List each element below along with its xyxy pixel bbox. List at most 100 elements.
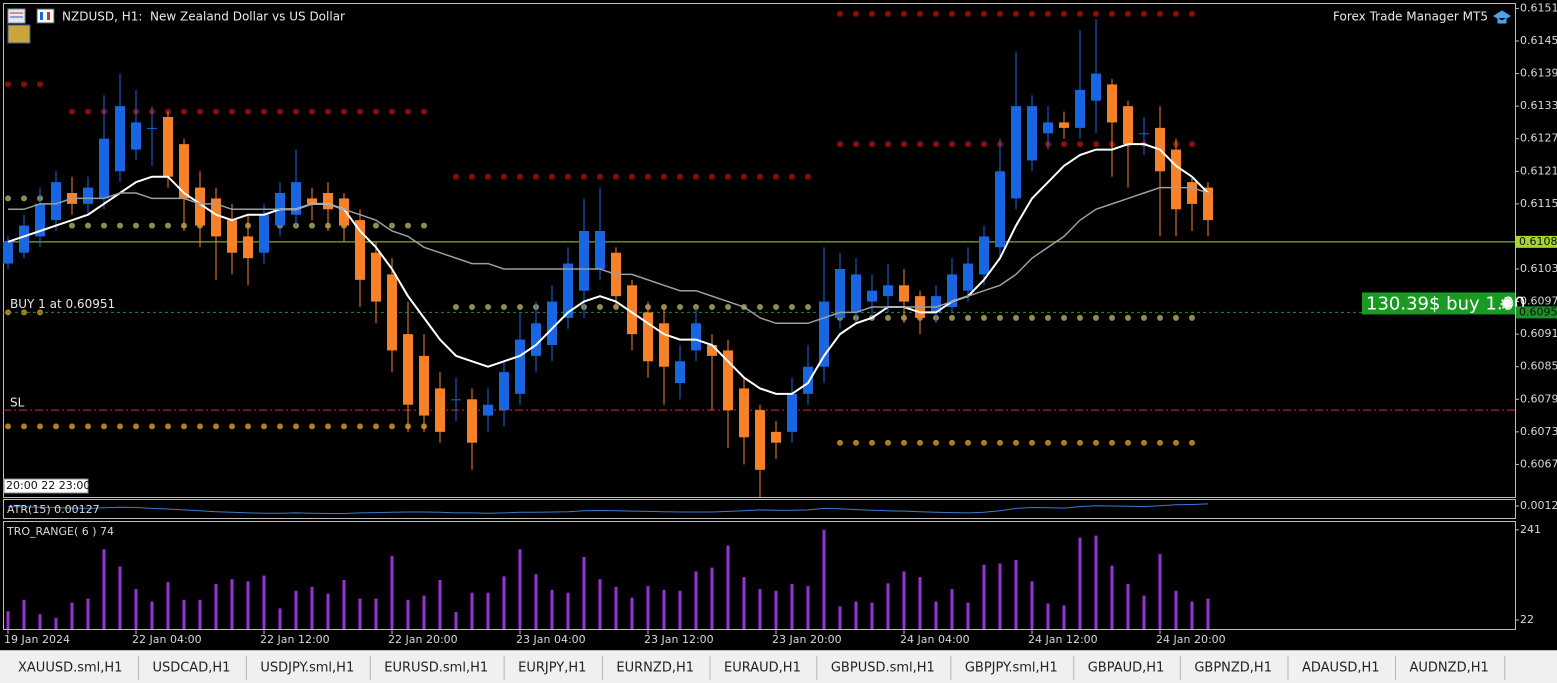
symbol-tab[interactable]: ADAUSD,H1 xyxy=(1302,656,1397,680)
candle-body xyxy=(19,225,29,253)
tab-label[interactable]: EURUSD.sml,H1 xyxy=(384,661,488,676)
symbol-tab[interactable]: GBPUSD.sml,H1 xyxy=(831,656,952,680)
candle-body xyxy=(483,404,493,416)
candle-body xyxy=(419,355,429,416)
candle-body xyxy=(675,361,685,383)
range-bar xyxy=(550,589,554,629)
candle-body xyxy=(1091,73,1101,101)
x-tick-label: 24 Jan 20:00 xyxy=(1156,633,1226,646)
tab-label[interactable]: XAUUSD.sml,H1 xyxy=(18,661,122,676)
range-bar xyxy=(950,589,954,629)
symbol-tab[interactable]: GBPJPY.sml,H1 xyxy=(965,656,1075,680)
range-bar xyxy=(1158,554,1162,629)
tab-label[interactable]: EURAUD,H1 xyxy=(724,661,801,676)
candle-body xyxy=(979,236,989,275)
background xyxy=(0,0,1557,650)
range-bar xyxy=(134,589,138,629)
symbol-tab[interactable]: USDJPY.sml,H1 xyxy=(260,656,371,680)
y-tick-label: 22 xyxy=(1520,613,1534,626)
y-tick-label: 0.6079 xyxy=(1520,392,1557,405)
candle-body xyxy=(899,285,909,302)
price-tag-label: 0.6095 xyxy=(1519,305,1557,318)
range-bar xyxy=(1046,603,1050,629)
range-bar xyxy=(1014,559,1018,629)
tab-label[interactable]: EURJPY,H1 xyxy=(518,661,586,676)
profit-label: 130.39$ buy 1.00 xyxy=(1366,293,1525,314)
price-tag xyxy=(1516,306,1557,319)
candle-body xyxy=(51,182,61,221)
range-bar xyxy=(166,582,170,629)
symbol-tab[interactable]: EURUSD.sml,H1 xyxy=(384,656,505,680)
symbol-tab[interactable]: USDCAD,H1 xyxy=(152,656,247,680)
range-bar xyxy=(70,602,74,629)
y-tick-label: 0.6139 xyxy=(1520,67,1557,80)
settings-gear[interactable] xyxy=(1500,296,1514,310)
range-bar xyxy=(758,589,762,629)
range-bar xyxy=(1190,601,1194,629)
candle-body xyxy=(563,263,573,318)
candle-body xyxy=(163,117,173,177)
tab-label[interactable]: GBPUSD.sml,H1 xyxy=(831,661,935,676)
range-bar xyxy=(918,577,922,629)
crosshair-label: 20:00 22 23:00 xyxy=(6,479,90,492)
range-bar xyxy=(1062,605,1066,629)
x-tick-label: 23 Jan 20:00 xyxy=(772,633,842,646)
symbol-tab[interactable]: AUDNZD,H1 xyxy=(1410,656,1506,680)
symbol-tab[interactable]: XAUUSD.sml,H1 xyxy=(18,656,139,680)
candle-body xyxy=(707,345,717,356)
range-bar xyxy=(614,587,618,629)
candle-body xyxy=(963,263,973,291)
symbol-tab[interactable]: EURAUD,H1 xyxy=(724,656,818,680)
candle-body xyxy=(371,252,381,302)
menu-icon[interactable] xyxy=(7,8,26,24)
symbol-icons xyxy=(7,8,55,44)
tab-label[interactable]: AUDNZD,H1 xyxy=(1410,661,1489,676)
range-bar xyxy=(118,566,122,629)
range-bar xyxy=(342,580,346,629)
range-bar xyxy=(1174,590,1178,629)
range-bar xyxy=(870,602,874,629)
range-bar xyxy=(22,599,26,629)
candle-body xyxy=(643,312,653,362)
range-bar xyxy=(646,586,650,629)
range-bar xyxy=(1206,598,1210,629)
y-tick-label: 0.6073 xyxy=(1520,425,1557,438)
range-bar xyxy=(230,579,234,629)
tab-label[interactable]: GBPAUD,H1 xyxy=(1088,661,1165,676)
range-bar xyxy=(278,608,282,629)
candle-body xyxy=(1075,89,1085,128)
price-tag-label: 0.6108 xyxy=(1519,235,1557,248)
range-bar xyxy=(1094,535,1098,629)
tab-label[interactable]: GBPJPY.sml,H1 xyxy=(965,661,1058,676)
tab-bar xyxy=(0,650,1557,683)
candle-body xyxy=(547,301,557,345)
candle-body xyxy=(739,388,749,438)
range-bar xyxy=(1110,565,1114,629)
tro-pane-frame xyxy=(3,521,1516,630)
tab-label[interactable]: EURNZD,H1 xyxy=(616,661,694,676)
candle-body xyxy=(147,127,157,129)
range-bar xyxy=(726,545,730,629)
expert-cap-icon xyxy=(1493,10,1511,24)
symbol-tab[interactable]: EURNZD,H1 xyxy=(616,656,711,680)
y-tick-label: 0.6145 xyxy=(1520,34,1557,47)
candle-body xyxy=(259,214,269,253)
x-tick-label: 22 Jan 12:00 xyxy=(260,633,330,646)
range-bar xyxy=(886,583,890,629)
range-bar xyxy=(806,586,810,629)
tab-label[interactable]: USDJPY.sml,H1 xyxy=(260,661,354,676)
chart-icon[interactable] xyxy=(36,8,55,24)
symbol-tab[interactable]: GBPAUD,H1 xyxy=(1088,656,1181,680)
symbol-tab[interactable]: GBPNZD,H1 xyxy=(1194,656,1289,680)
range-bar xyxy=(1126,584,1130,629)
expert-icon[interactable] xyxy=(7,24,31,44)
icon-bar xyxy=(47,12,50,20)
y-tick-label: 241 xyxy=(1520,523,1541,536)
range-bar xyxy=(998,563,1002,629)
symbol-tab[interactable]: EURJPY,H1 xyxy=(518,656,603,680)
tab-label[interactable]: GBPNZD,H1 xyxy=(1194,661,1272,676)
tab-label[interactable]: USDCAD,H1 xyxy=(152,661,230,676)
candle-body xyxy=(467,399,477,443)
tab-label[interactable]: ADAUSD,H1 xyxy=(1302,661,1380,676)
